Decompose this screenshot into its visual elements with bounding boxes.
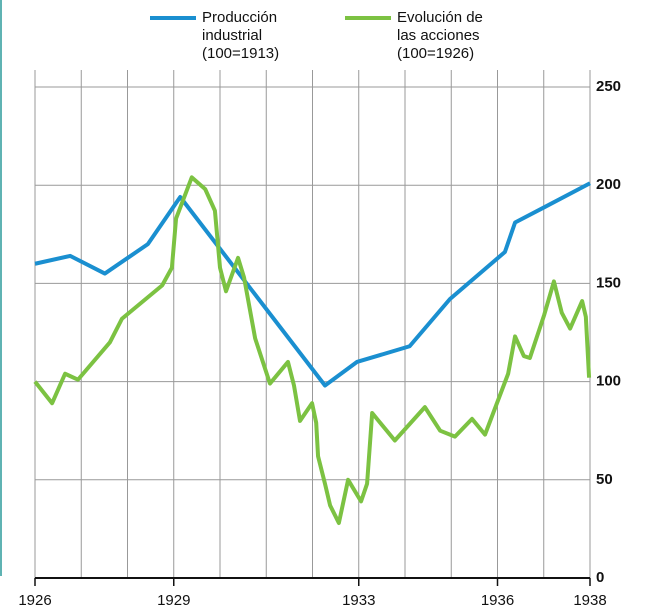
legend-label: Evolución de las acciones (100=1926): [397, 9, 483, 62]
legend-label: Producción industrial (100=1913): [202, 9, 279, 62]
legend-label-line: Evolución de: [397, 9, 483, 26]
x-tick-label: 1936: [481, 592, 514, 609]
y-tick-label: 0: [596, 569, 604, 586]
x-tick-label: 1933: [342, 592, 375, 609]
y-tick-label: 150: [596, 274, 621, 291]
legend-label-line: Producción: [202, 9, 277, 26]
y-tick-label: 250: [596, 78, 621, 95]
legend-label-line: las acciones: [397, 27, 480, 44]
legend-label-line: (100=1926): [397, 45, 474, 62]
y-tick-label: 50: [596, 471, 613, 488]
y-tick-label: 200: [596, 176, 621, 193]
legend-label-line: (100=1913): [202, 45, 279, 62]
series-line: [34, 181, 591, 388]
series-line: [33, 175, 592, 526]
y-tick-label: 100: [596, 373, 621, 390]
legend-label-line: industrial: [202, 27, 262, 44]
x-tick-label: 1926: [18, 592, 51, 609]
x-tick-label: 1929: [157, 592, 190, 609]
x-tick-label: 1938: [573, 592, 606, 609]
